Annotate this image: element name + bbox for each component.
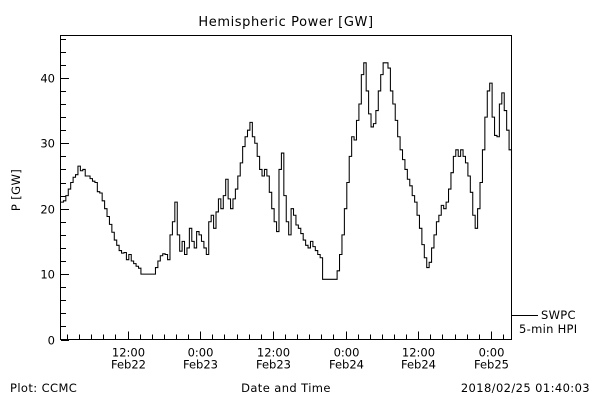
y-axis-title: P [GW]: [9, 169, 23, 211]
x-axis-tick-labels: 12:00Feb220:00Feb2312:00Feb230:00Feb2412…: [111, 346, 509, 372]
series-line-swpc-hpi: [61, 62, 513, 280]
x-tick-label-date: Feb24: [401, 358, 436, 372]
y-tick-label: 10: [40, 268, 55, 282]
y-axis-minor-ticks: [61, 38, 66, 328]
y-axis-tick-labels: 0 10 20 30 40: [40, 72, 55, 348]
x-tick-label-time: 12:00: [257, 346, 290, 360]
x-tick-label-time: 12:00: [112, 346, 145, 360]
y-axis-major-ticks: [61, 77, 69, 342]
x-tick-label-date: Feb23: [256, 358, 291, 372]
chart-title: Hemispheric Power [GW]: [198, 15, 373, 30]
data-series-group: [61, 62, 513, 280]
y-tick-label: 40: [40, 72, 55, 86]
x-tick-label-date: Feb23: [183, 358, 218, 372]
y-tick-label: 0: [48, 334, 55, 348]
x-tick-label-time: 0:00: [188, 346, 214, 360]
x-axis-title: Date and Time: [241, 381, 331, 395]
legend-label-line1: SWPC: [541, 308, 576, 322]
x-axis-minor-ticks: [66, 334, 505, 340]
y-tick-label: 30: [40, 137, 55, 151]
plot-frame: [59, 34, 513, 341]
x-axis-major-ticks: [127, 331, 493, 340]
chart-legend: SWPC 5-min HPI: [512, 308, 577, 336]
legend-label-line2: 5-min HPI: [519, 322, 577, 336]
x-tick-label-date: Feb22: [111, 358, 146, 372]
plot-source-label: Plot: CCMC: [10, 381, 77, 395]
generation-timestamp: 2018/02/25 01:40:03: [461, 381, 590, 395]
x-tick-label-date: Feb24: [329, 358, 364, 372]
x-tick-label-time: 0:00: [334, 346, 360, 360]
x-tick-label-time: 12:00: [402, 346, 435, 360]
x-tick-label-date: Feb25: [474, 358, 509, 372]
x-tick-label-time: 0:00: [479, 346, 505, 360]
y-tick-label: 20: [40, 203, 55, 217]
